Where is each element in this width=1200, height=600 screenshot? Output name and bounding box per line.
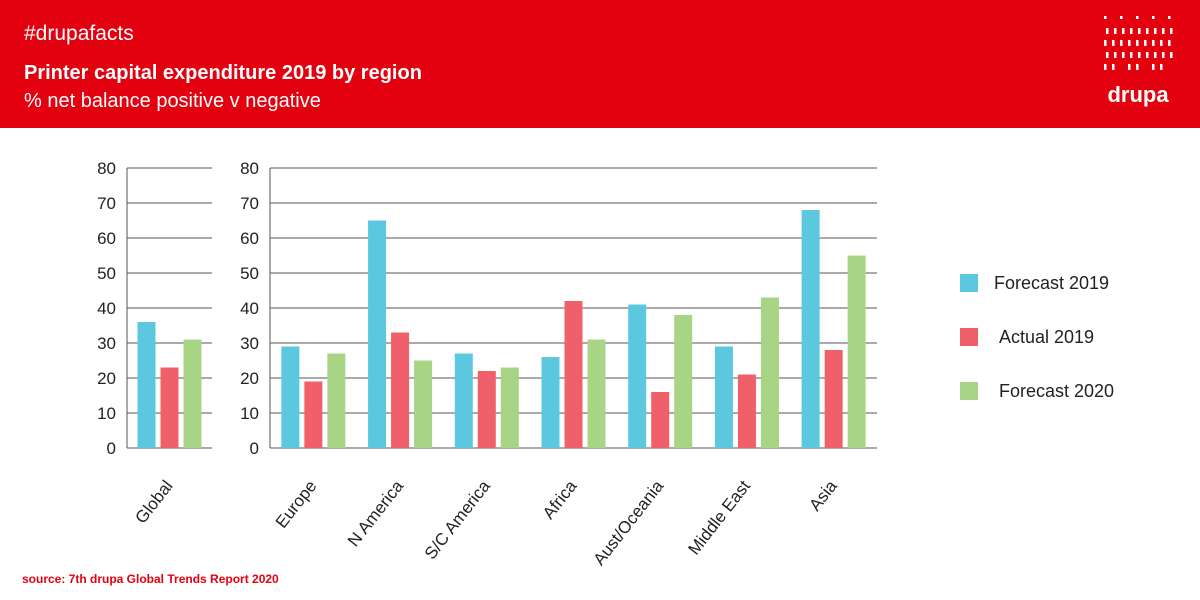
bar-global-forecast-2019: [137, 322, 156, 448]
bar-n-america-actual-2019: [391, 332, 410, 448]
y-tick-label: 30: [97, 334, 116, 353]
bar-asia-forecast-2020: [847, 255, 866, 448]
bar-s-c-america-actual-2019: [477, 371, 496, 448]
y-tick-label: 80: [97, 159, 116, 178]
bar-africa-forecast-2019: [541, 357, 560, 448]
x-tick-label-asia: Asia: [805, 476, 841, 514]
legend-swatch-actual-2019: [960, 328, 978, 346]
bar-aust-oceania-actual-2019: [651, 392, 670, 448]
y-tick-label: 20: [240, 369, 259, 388]
legend-label-forecast-2019: Forecast 2019: [994, 273, 1109, 293]
bar-aust-oceania-forecast-2019: [628, 304, 647, 448]
bar-middle-east-actual-2019: [737, 374, 756, 448]
drupa-logo-dots-icon: [1104, 16, 1173, 70]
header-banner: #drupafacts Printer capital expenditure …: [0, 0, 1200, 128]
y-tick-label: 10: [240, 404, 259, 423]
y-tick-label: 10: [97, 404, 116, 423]
bar-africa-actual-2019: [564, 301, 583, 448]
y-tick-label: 30: [240, 334, 259, 353]
x-tick-label-s-c-america: S/C America: [421, 476, 494, 563]
bar-global-forecast-2020: [183, 339, 202, 448]
chart-title: Printer capital expenditure 2019 by regi…: [24, 62, 422, 84]
bar-aust-oceania-forecast-2020: [674, 315, 693, 448]
source-note: source: 7th drupa Global Trends Report 2…: [22, 572, 279, 586]
x-tick-label-middle-east: Middle East: [684, 477, 754, 559]
bar-asia-forecast-2019: [801, 210, 820, 448]
chart-subtitle: % net balance positive v negative: [24, 90, 321, 112]
x-tick-label-n-america: N America: [344, 476, 408, 550]
y-tick-label: 70: [240, 194, 259, 213]
x-tick-label-aust-oceania: Aust/Oceania: [590, 476, 668, 569]
x-tick-label-global: Global: [131, 477, 176, 527]
bar-middle-east-forecast-2020: [760, 297, 779, 448]
legend-swatch-forecast-2020: [960, 382, 978, 400]
logo-wordmark: drupa: [1107, 82, 1169, 107]
y-tick-label: 0: [107, 439, 116, 458]
y-tick-label: 50: [240, 264, 259, 283]
y-tick-label: 60: [240, 229, 259, 248]
bar-n-america-forecast-2020: [414, 360, 433, 448]
y-tick-label: 60: [97, 229, 116, 248]
x-tick-label-europe: Europe: [272, 477, 321, 532]
bar-europe-forecast-2020: [327, 353, 346, 448]
y-tick-label: 40: [97, 299, 116, 318]
bar-s-c-america-forecast-2019: [454, 353, 473, 448]
bar-n-america-forecast-2019: [368, 220, 387, 448]
bar-middle-east-forecast-2019: [714, 346, 733, 448]
hashtag: #drupafacts: [24, 22, 134, 45]
bar-global-actual-2019: [160, 367, 179, 448]
y-tick-label: 20: [97, 369, 116, 388]
legend-label-actual-2019: Actual 2019: [999, 327, 1094, 347]
drupa-logo: drupa: [1092, 10, 1184, 118]
y-tick-label: 40: [240, 299, 259, 318]
y-tick-label: 50: [97, 264, 116, 283]
legend-swatch-forecast-2019: [960, 274, 978, 292]
bar-africa-forecast-2020: [587, 339, 606, 448]
y-tick-label: 80: [240, 159, 259, 178]
bar-europe-forecast-2019: [281, 346, 300, 448]
bar-europe-actual-2019: [304, 381, 323, 448]
y-tick-label: 0: [250, 439, 259, 458]
x-tick-label-africa: Africa: [539, 476, 581, 522]
bar-s-c-america-forecast-2020: [500, 367, 519, 448]
legend-label-forecast-2020: Forecast 2020: [999, 381, 1114, 401]
bar-asia-actual-2019: [824, 350, 843, 448]
y-tick-label: 70: [97, 194, 116, 213]
